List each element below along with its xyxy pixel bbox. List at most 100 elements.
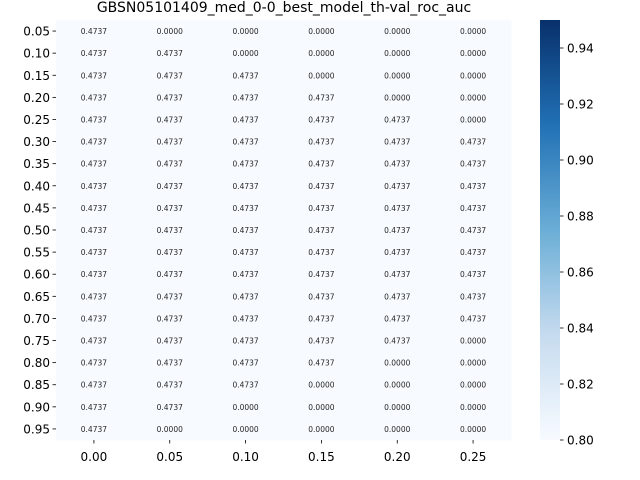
cell-value-label: 0.4737 — [232, 160, 258, 169]
cell-value-label: 0.4737 — [81, 314, 107, 323]
heatmap-cell — [56, 307, 133, 330]
cell-value-label: 0.4737 — [308, 182, 334, 191]
heatmap-cell — [435, 108, 512, 132]
heatmap-cell — [283, 329, 360, 353]
cell-value-label: 0.0000 — [384, 359, 410, 368]
heatmap-cell — [207, 241, 284, 264]
heatmap-cell — [131, 20, 209, 43]
heatmap-cell — [131, 130, 209, 154]
cell-value-label: 0.4737 — [81, 337, 107, 346]
cell-value-label: 0.4737 — [232, 314, 258, 323]
heatmap-cell — [359, 108, 436, 132]
heatmap-cell — [359, 64, 436, 87]
cell-value-label: 0.4737 — [81, 292, 107, 301]
heatmap-cell — [207, 152, 284, 176]
heatmap-cell — [131, 42, 209, 65]
heatmap-cell — [56, 395, 133, 419]
colorbar-tick-label: 0.92 — [567, 98, 594, 112]
heatmap-cell — [56, 108, 133, 132]
cell-value-label: 0.0000 — [308, 403, 334, 412]
cell-value-label: 0.0000 — [384, 381, 410, 390]
cell-value-label: 0.4737 — [157, 337, 183, 346]
heatmap-cell — [207, 395, 284, 419]
cell-value-label: 0.4737 — [384, 160, 410, 169]
heatmap-cell — [56, 64, 133, 87]
cell-value-label: 0.4737 — [384, 314, 410, 323]
cell-value-label: 0.4737 — [81, 49, 107, 58]
heatmap-cell — [283, 86, 360, 109]
heatmap-cell — [283, 263, 360, 286]
cell-value-label: 0.4737 — [232, 248, 258, 257]
y-tick-label: 0.90 — [23, 400, 50, 414]
heatmap-cell — [131, 307, 209, 330]
cell-value-label: 0.0000 — [384, 71, 410, 80]
cell-value-label: 0.4737 — [157, 160, 183, 169]
cell-value-label: 0.4737 — [308, 270, 334, 279]
cell-value-label: 0.4737 — [308, 248, 334, 257]
cell-value-label: 0.4737 — [157, 93, 183, 102]
cell-value-label: 0.0000 — [460, 115, 486, 124]
heatmap-cell — [131, 241, 209, 264]
heatmap-cell — [359, 329, 436, 353]
cell-value-label: 0.4737 — [157, 71, 183, 80]
y-tick-label: 0.50 — [23, 224, 50, 238]
cell-value-label: 0.0000 — [384, 93, 410, 102]
cell-value-label: 0.4737 — [384, 138, 410, 147]
cell-value-label: 0.0000 — [308, 71, 334, 80]
cell-value-label: 0.4737 — [81, 71, 107, 80]
cell-value-label: 0.4737 — [460, 314, 486, 323]
heatmap-cell — [435, 285, 512, 308]
cell-value-label: 0.4737 — [232, 381, 258, 390]
cell-value-label: 0.0000 — [384, 49, 410, 58]
cell-value-label: 0.4737 — [384, 292, 410, 301]
cell-value-label: 0.4737 — [81, 403, 107, 412]
cell-value-label: 0.4737 — [232, 138, 258, 147]
cell-value-label: 0.0000 — [308, 49, 334, 58]
chart-title: GBSN05101409_med_0-0_best_model_th-val_r… — [97, 0, 471, 16]
heatmap-cell — [56, 86, 133, 109]
y-tick-label: 0.25 — [23, 113, 50, 127]
heatmap-cell — [359, 86, 436, 109]
y-tick-label: 0.75 — [23, 334, 50, 348]
y-tick-label: 0.80 — [23, 356, 50, 370]
heatmap-cell — [207, 20, 284, 43]
cell-value-label: 0.4737 — [308, 160, 334, 169]
heatmap-cell — [56, 42, 133, 65]
x-axis: 0.00 0.05 0.10 0.15 0.20 0.25 — [81, 440, 486, 464]
heatmap-cell — [359, 218, 436, 242]
heatmap-cell — [207, 329, 284, 353]
cell-value-label: 0.4737 — [157, 115, 183, 124]
heatmap-cell — [131, 329, 209, 353]
cell-value-label: 0.4737 — [81, 425, 107, 434]
cell-value-label: 0.4737 — [384, 204, 410, 213]
heatmap-cell — [207, 218, 284, 242]
heatmap-cell — [131, 373, 209, 397]
colorbar-gradient — [540, 20, 560, 440]
x-tick-label: 0.20 — [384, 450, 411, 464]
heatmap-cell — [283, 373, 360, 397]
heatmap-cell — [359, 285, 436, 308]
cell-value-label: 0.4737 — [157, 138, 183, 147]
cell-value-label: 0.4737 — [232, 359, 258, 368]
heatmap-cell — [131, 417, 209, 441]
heatmap-cell — [435, 86, 512, 109]
cell-value-label: 0.4737 — [232, 226, 258, 235]
colorbar-tick-label: 0.88 — [567, 210, 594, 224]
heatmap-cell — [56, 329, 133, 353]
cell-value-label: 0.0000 — [384, 425, 410, 434]
cell-value-label: 0.4737 — [157, 381, 183, 390]
heatmap-cell — [207, 196, 284, 220]
heatmap-cell — [56, 241, 133, 264]
cell-value-label: 0.4737 — [460, 226, 486, 235]
heatmap-cell — [207, 42, 284, 65]
cell-value-label: 0.4737 — [157, 403, 183, 412]
cell-value-label: 0.0000 — [460, 71, 486, 80]
heatmap-cell — [283, 285, 360, 308]
cell-value-label: 0.4737 — [157, 49, 183, 58]
heatmap-cell — [56, 196, 133, 220]
y-tick-label: 0.30 — [23, 135, 50, 149]
cell-value-label: 0.4737 — [308, 204, 334, 213]
x-tick-label: 0.00 — [81, 450, 108, 464]
heatmap-cell — [359, 130, 436, 154]
cell-value-label: 0.0000 — [308, 27, 334, 36]
